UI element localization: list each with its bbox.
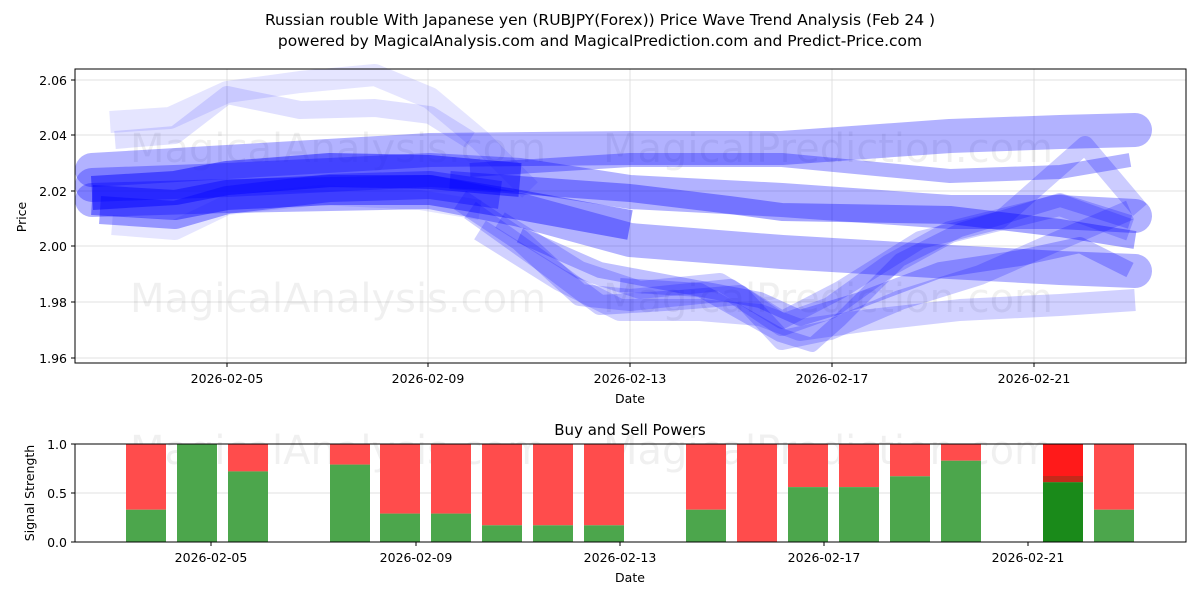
x-tick-label: 2026-02-21 [998, 371, 1071, 386]
buy-bar [126, 509, 166, 542]
sell-bar-overlap [1043, 476, 1083, 483]
buy-bar [890, 476, 930, 542]
y-tick-label: 1.96 [39, 351, 67, 366]
x-tick-label: 2026-02-09 [380, 550, 453, 565]
sell-bar [126, 444, 166, 510]
sell-bar [737, 444, 777, 542]
buy-bar [1094, 509, 1134, 542]
x-tick-label: 2026-02-05 [191, 371, 264, 386]
top-y-axis-label: Price [14, 201, 29, 232]
buy-bar [584, 525, 624, 542]
bars [126, 444, 1134, 542]
buy-bar [482, 525, 522, 542]
sell-bar [686, 444, 726, 510]
y-tick-label: 1.98 [39, 295, 67, 310]
buy-bar [941, 460, 981, 542]
y-tick-label: 2.02 [39, 184, 67, 199]
buy-bar [788, 487, 828, 542]
buy-bar [228, 471, 268, 542]
buy-bar [839, 487, 879, 542]
y-tick-label: 1.0 [47, 437, 67, 452]
buy-bar [686, 509, 726, 542]
y-tick-label: 2.00 [39, 239, 67, 254]
x-tick-label: 2026-02-05 [175, 550, 248, 565]
watermark-magicalanalysis: MagicalAnalysis.com [130, 276, 546, 322]
sell-bar [533, 444, 573, 526]
y-tick-label: 2.04 [39, 128, 67, 143]
x-tick-label: 2026-02-17 [788, 550, 861, 565]
sell-bar [431, 444, 471, 514]
sell-bar [380, 444, 420, 514]
sell-bar [1094, 444, 1134, 510]
top-grid [75, 69, 1186, 363]
top-x-ticks: 2026-02-05 2026-02-09 2026-02-13 2026-02… [191, 363, 1071, 386]
buy-bar [177, 444, 217, 542]
bottom-y-ticks: 1.0 0.5 0.0 [47, 437, 75, 550]
y-tick-label: 0.5 [47, 486, 67, 501]
bottom-chart-title: Buy and Sell Powers [554, 421, 706, 439]
watermark-magicalprediction: MagicalPrediction.com [603, 126, 1053, 172]
y-tick-label: 2.06 [39, 73, 67, 88]
sell-bar [584, 444, 624, 526]
buy-bar [330, 464, 370, 542]
chart-subtitle: powered by MagicalAnalysis.com and Magic… [277, 32, 923, 50]
sell-bar [890, 444, 930, 477]
top-x-axis-label: Date [615, 391, 645, 406]
price-wave-chart: MagicalAnalysis.com MagicalPrediction.co… [14, 64, 1187, 406]
buy-sell-power-chart: Buy and Sell Powers MagicalAnalysis.com … [22, 421, 1187, 585]
x-tick-label: 2026-02-13 [584, 550, 657, 565]
x-tick-label: 2026-02-17 [796, 371, 869, 386]
sell-bar [941, 444, 981, 461]
sell-bar [839, 444, 879, 488]
watermark-magicalprediction: MagicalPrediction.com [603, 276, 1053, 322]
bottom-x-ticks: 2026-02-05 2026-02-09 2026-02-13 2026-02… [175, 542, 1065, 565]
top-y-ticks: 2.06 2.04 2.02 2.00 1.98 1.96 [39, 73, 75, 366]
sell-bar [228, 444, 268, 472]
x-tick-label: 2026-02-13 [594, 371, 667, 386]
x-tick-label: 2026-02-09 [392, 371, 465, 386]
chart-title: Russian rouble With Japanese yen (RUBJPY… [264, 11, 936, 29]
wave-bands [75, 64, 1152, 352]
buy-bar-highlight [1043, 482, 1083, 542]
bottom-x-axis-label: Date [615, 570, 645, 585]
y-tick-label: 0.0 [47, 535, 67, 550]
watermark-magicalanalysis: MagicalAnalysis.com [130, 126, 546, 172]
buy-bar [533, 525, 573, 542]
sell-bar [482, 444, 522, 526]
buy-bar [431, 513, 471, 542]
buy-bar [380, 513, 420, 542]
sell-bar [788, 444, 828, 488]
sell-bar-highlight [1043, 444, 1083, 483]
bottom-y-axis-label: Signal Strength [22, 445, 37, 541]
sell-bar [330, 444, 370, 465]
x-tick-label: 2026-02-21 [992, 550, 1065, 565]
